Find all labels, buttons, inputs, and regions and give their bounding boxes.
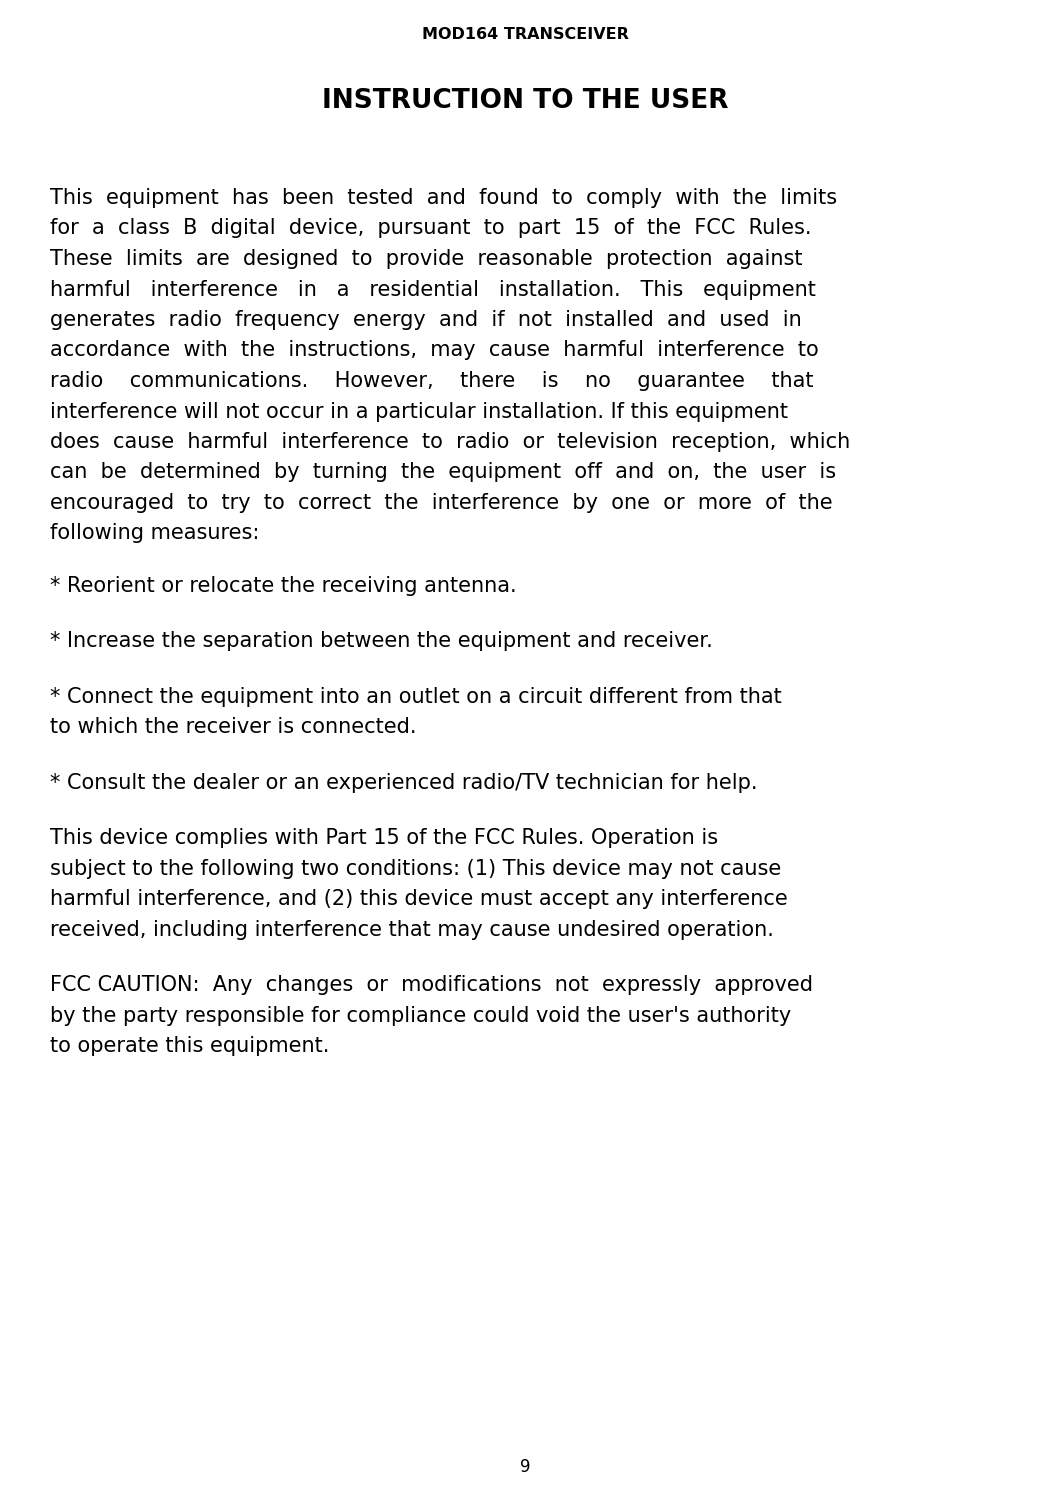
Text: does  cause  harmful  interference  to  radio  or  television  reception,  which: does cause harmful interference to radio… (50, 432, 850, 452)
Text: subject to the following two conditions: (1) This device may not cause: subject to the following two conditions:… (50, 859, 781, 879)
Text: to which the receiver is connected.: to which the receiver is connected. (50, 717, 417, 738)
Text: generates  radio  frequency  energy  and  if  not  installed  and  used  in: generates radio frequency energy and if … (50, 310, 802, 330)
Text: received, including interference that may cause undesired operation.: received, including interference that ma… (50, 920, 774, 940)
Text: This device complies with Part 15 of the FCC Rules. Operation is: This device complies with Part 15 of the… (50, 829, 718, 848)
Text: * Reorient or relocate the receiving antenna.: * Reorient or relocate the receiving ant… (50, 576, 517, 597)
Text: These  limits  are  designed  to  provide  reasonable  protection  against: These limits are designed to provide rea… (50, 248, 802, 269)
Text: INSTRUCTION TO THE USER: INSTRUCTION TO THE USER (321, 88, 729, 115)
Text: by the party responsible for compliance could void the user's authority: by the party responsible for compliance … (50, 1006, 792, 1027)
Text: encouraged  to  try  to  correct  the  interference  by  one  or  more  of  the: encouraged to try to correct the interfe… (50, 493, 833, 513)
Text: to operate this equipment.: to operate this equipment. (50, 1037, 330, 1056)
Text: FCC CAUTION:  Any  changes  or  modifications  not  expressly  approved: FCC CAUTION: Any changes or modification… (50, 976, 813, 995)
Text: radio    communications.    However,    there    is    no    guarantee    that: radio communications. However, there is … (50, 371, 814, 391)
Text: harmful interference, and (2) this device must accept any interference: harmful interference, and (2) this devic… (50, 890, 787, 909)
Text: interference will not occur in a particular installation. If this equipment: interference will not occur in a particu… (50, 402, 787, 421)
Text: for  a  class  B  digital  device,  pursuant  to  part  15  of  the  FCC  Rules.: for a class B digital device, pursuant t… (50, 219, 812, 238)
Text: MOD164 TRANSCEIVER: MOD164 TRANSCEIVER (421, 27, 629, 42)
Text: This  equipment  has  been  tested  and  found  to  comply  with  the  limits: This equipment has been tested and found… (50, 187, 837, 208)
Text: accordance  with  the  instructions,  may  cause  harmful  interference  to: accordance with the instructions, may ca… (50, 341, 819, 360)
Text: can  be  determined  by  turning  the  equipment  off  and  on,  the  user  is: can be determined by turning the equipme… (50, 463, 836, 482)
Text: harmful   interference   in   a   residential   installation.   This   equipment: harmful interference in a residential in… (50, 280, 816, 299)
Text: following measures:: following measures: (50, 524, 259, 543)
Text: * Consult the dealer or an experienced radio/TV technician for help.: * Consult the dealer or an experienced r… (50, 772, 757, 793)
Text: * Increase the separation between the equipment and receiver.: * Increase the separation between the eq… (50, 631, 713, 652)
Text: * Connect the equipment into an outlet on a circuit different from that: * Connect the equipment into an outlet o… (50, 687, 782, 707)
Text: 9: 9 (520, 1458, 530, 1476)
